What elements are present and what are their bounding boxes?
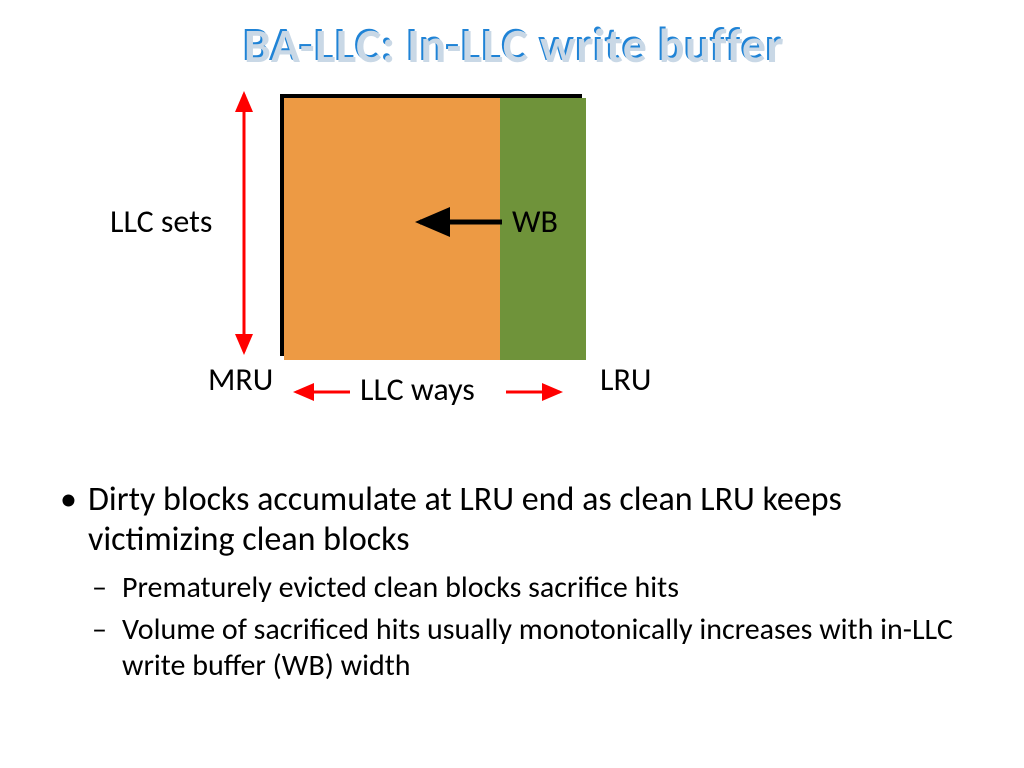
arrow-llc-ways-left (282, 378, 364, 406)
bullet-lvl2: Prematurely evicted clean blocks sacrifi… (56, 570, 976, 606)
label-wb: WB (512, 202, 558, 241)
title-shadow: BA-LLC: In-LLC write buffer (2, 16, 1024, 75)
arrow-llc-sets (230, 80, 258, 366)
cache-diagram: LLC sets MRU LRU LLC ways WB (280, 94, 782, 436)
arrow-wb (406, 208, 516, 236)
bullet-lvl1: Dirty blocks accumulate at LRU end as cl… (56, 480, 976, 560)
label-lru: LRU (600, 360, 651, 399)
arrow-llc-ways-right (492, 378, 574, 406)
bullet-lvl2: Volume of sacrificed hits usually monoto… (56, 612, 976, 684)
label-llc-sets: LLC sets (110, 202, 212, 241)
label-llc-ways: LLC ways (360, 370, 475, 409)
slide-title: BA-LLC: In-LLC write buffer BA-LLC: In-L… (0, 14, 1024, 73)
bullet-list: Dirty blocks accumulate at LRU end as cl… (56, 480, 976, 690)
